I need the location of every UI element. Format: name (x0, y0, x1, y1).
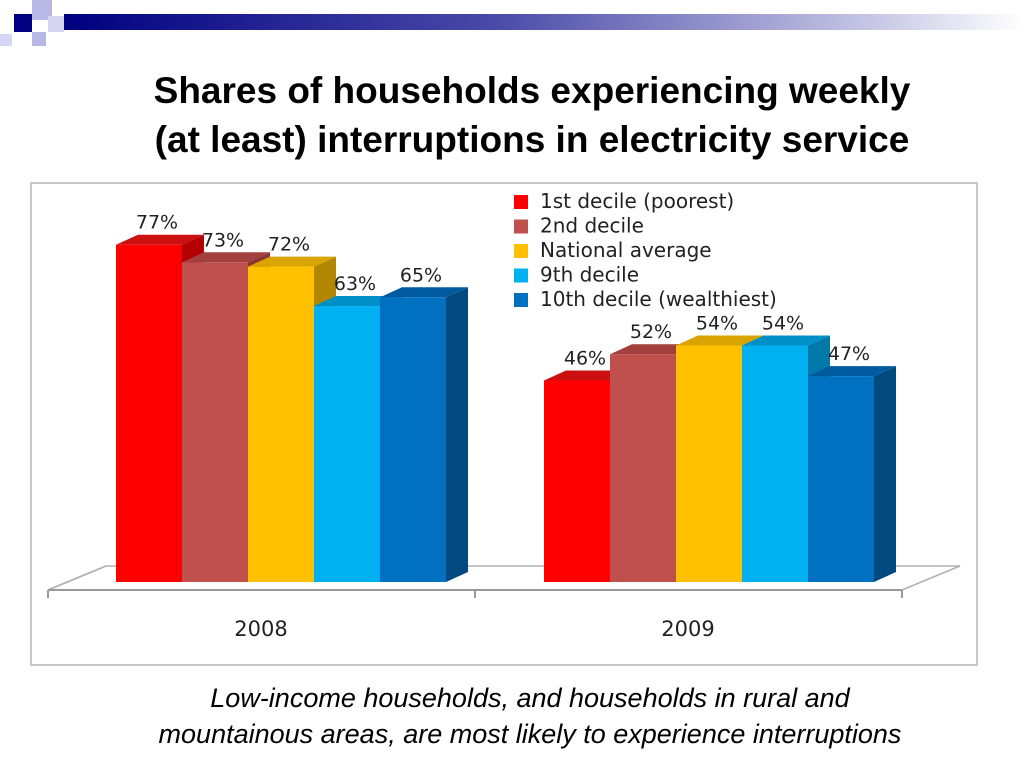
legend-entry: 10th decile (wealthiest) (540, 287, 777, 311)
header-gradient-bar (64, 14, 1024, 30)
bar-side (446, 287, 468, 582)
data-label: 54% (762, 312, 804, 334)
legend-swatch (514, 293, 528, 307)
bar (182, 262, 248, 582)
legend-entry: 2nd decile (540, 214, 644, 238)
bar (610, 354, 676, 582)
x-tick-label: 2009 (661, 617, 714, 641)
legend-swatch (514, 195, 528, 209)
x-tick-label: 2008 (234, 617, 287, 641)
bar (544, 381, 610, 582)
decorative-square (0, 34, 12, 46)
legend-swatch (514, 220, 528, 234)
data-label: 54% (696, 312, 738, 334)
bar-chart: 77% 73% 72% 63% 65% 46% 52% 54% 54% 47% 2008 2009 1s… (32, 184, 976, 664)
data-label: 63% (334, 273, 376, 295)
data-label: 46% (564, 348, 606, 370)
slide-title: Shares of households experiencing weekly… (60, 66, 1004, 164)
decorative-square (32, 32, 46, 46)
bar (742, 345, 808, 582)
decorative-square (48, 16, 64, 32)
legend-entry: 9th decile (540, 263, 639, 287)
data-label: 65% (400, 264, 442, 286)
slide-title-line-2: (at least) interruptions in electricity … (60, 115, 1004, 164)
slide-title-line-1: Shares of households experiencing weekly (60, 66, 1004, 115)
legend-entry: National average (540, 238, 712, 262)
decorative-square (14, 14, 32, 32)
bar (808, 376, 874, 582)
data-label: 52% (630, 321, 672, 343)
data-label: 72% (268, 234, 310, 256)
data-label: 47% (828, 343, 870, 365)
legend-swatch (514, 269, 528, 283)
slide-caption: Low-income households, and households in… (30, 680, 1024, 752)
bar (380, 297, 446, 582)
caption-line-1: Low-income households, and households in… (30, 680, 1024, 716)
data-label: 77% (136, 212, 178, 234)
legend-entry: 1st decile (poorest) (540, 189, 734, 213)
bar-side (874, 366, 896, 582)
data-label: 73% (202, 229, 244, 251)
bar (116, 245, 182, 582)
caption-line-2: mountainous areas, are most likely to ex… (30, 716, 1024, 752)
bar (676, 345, 742, 582)
bar (314, 306, 380, 582)
chart-frame: 77% 73% 72% 63% 65% 46% 52% 54% 54% 47% 2008 2009 1s… (30, 182, 978, 666)
legend-swatch (514, 244, 528, 258)
bar (248, 267, 314, 582)
